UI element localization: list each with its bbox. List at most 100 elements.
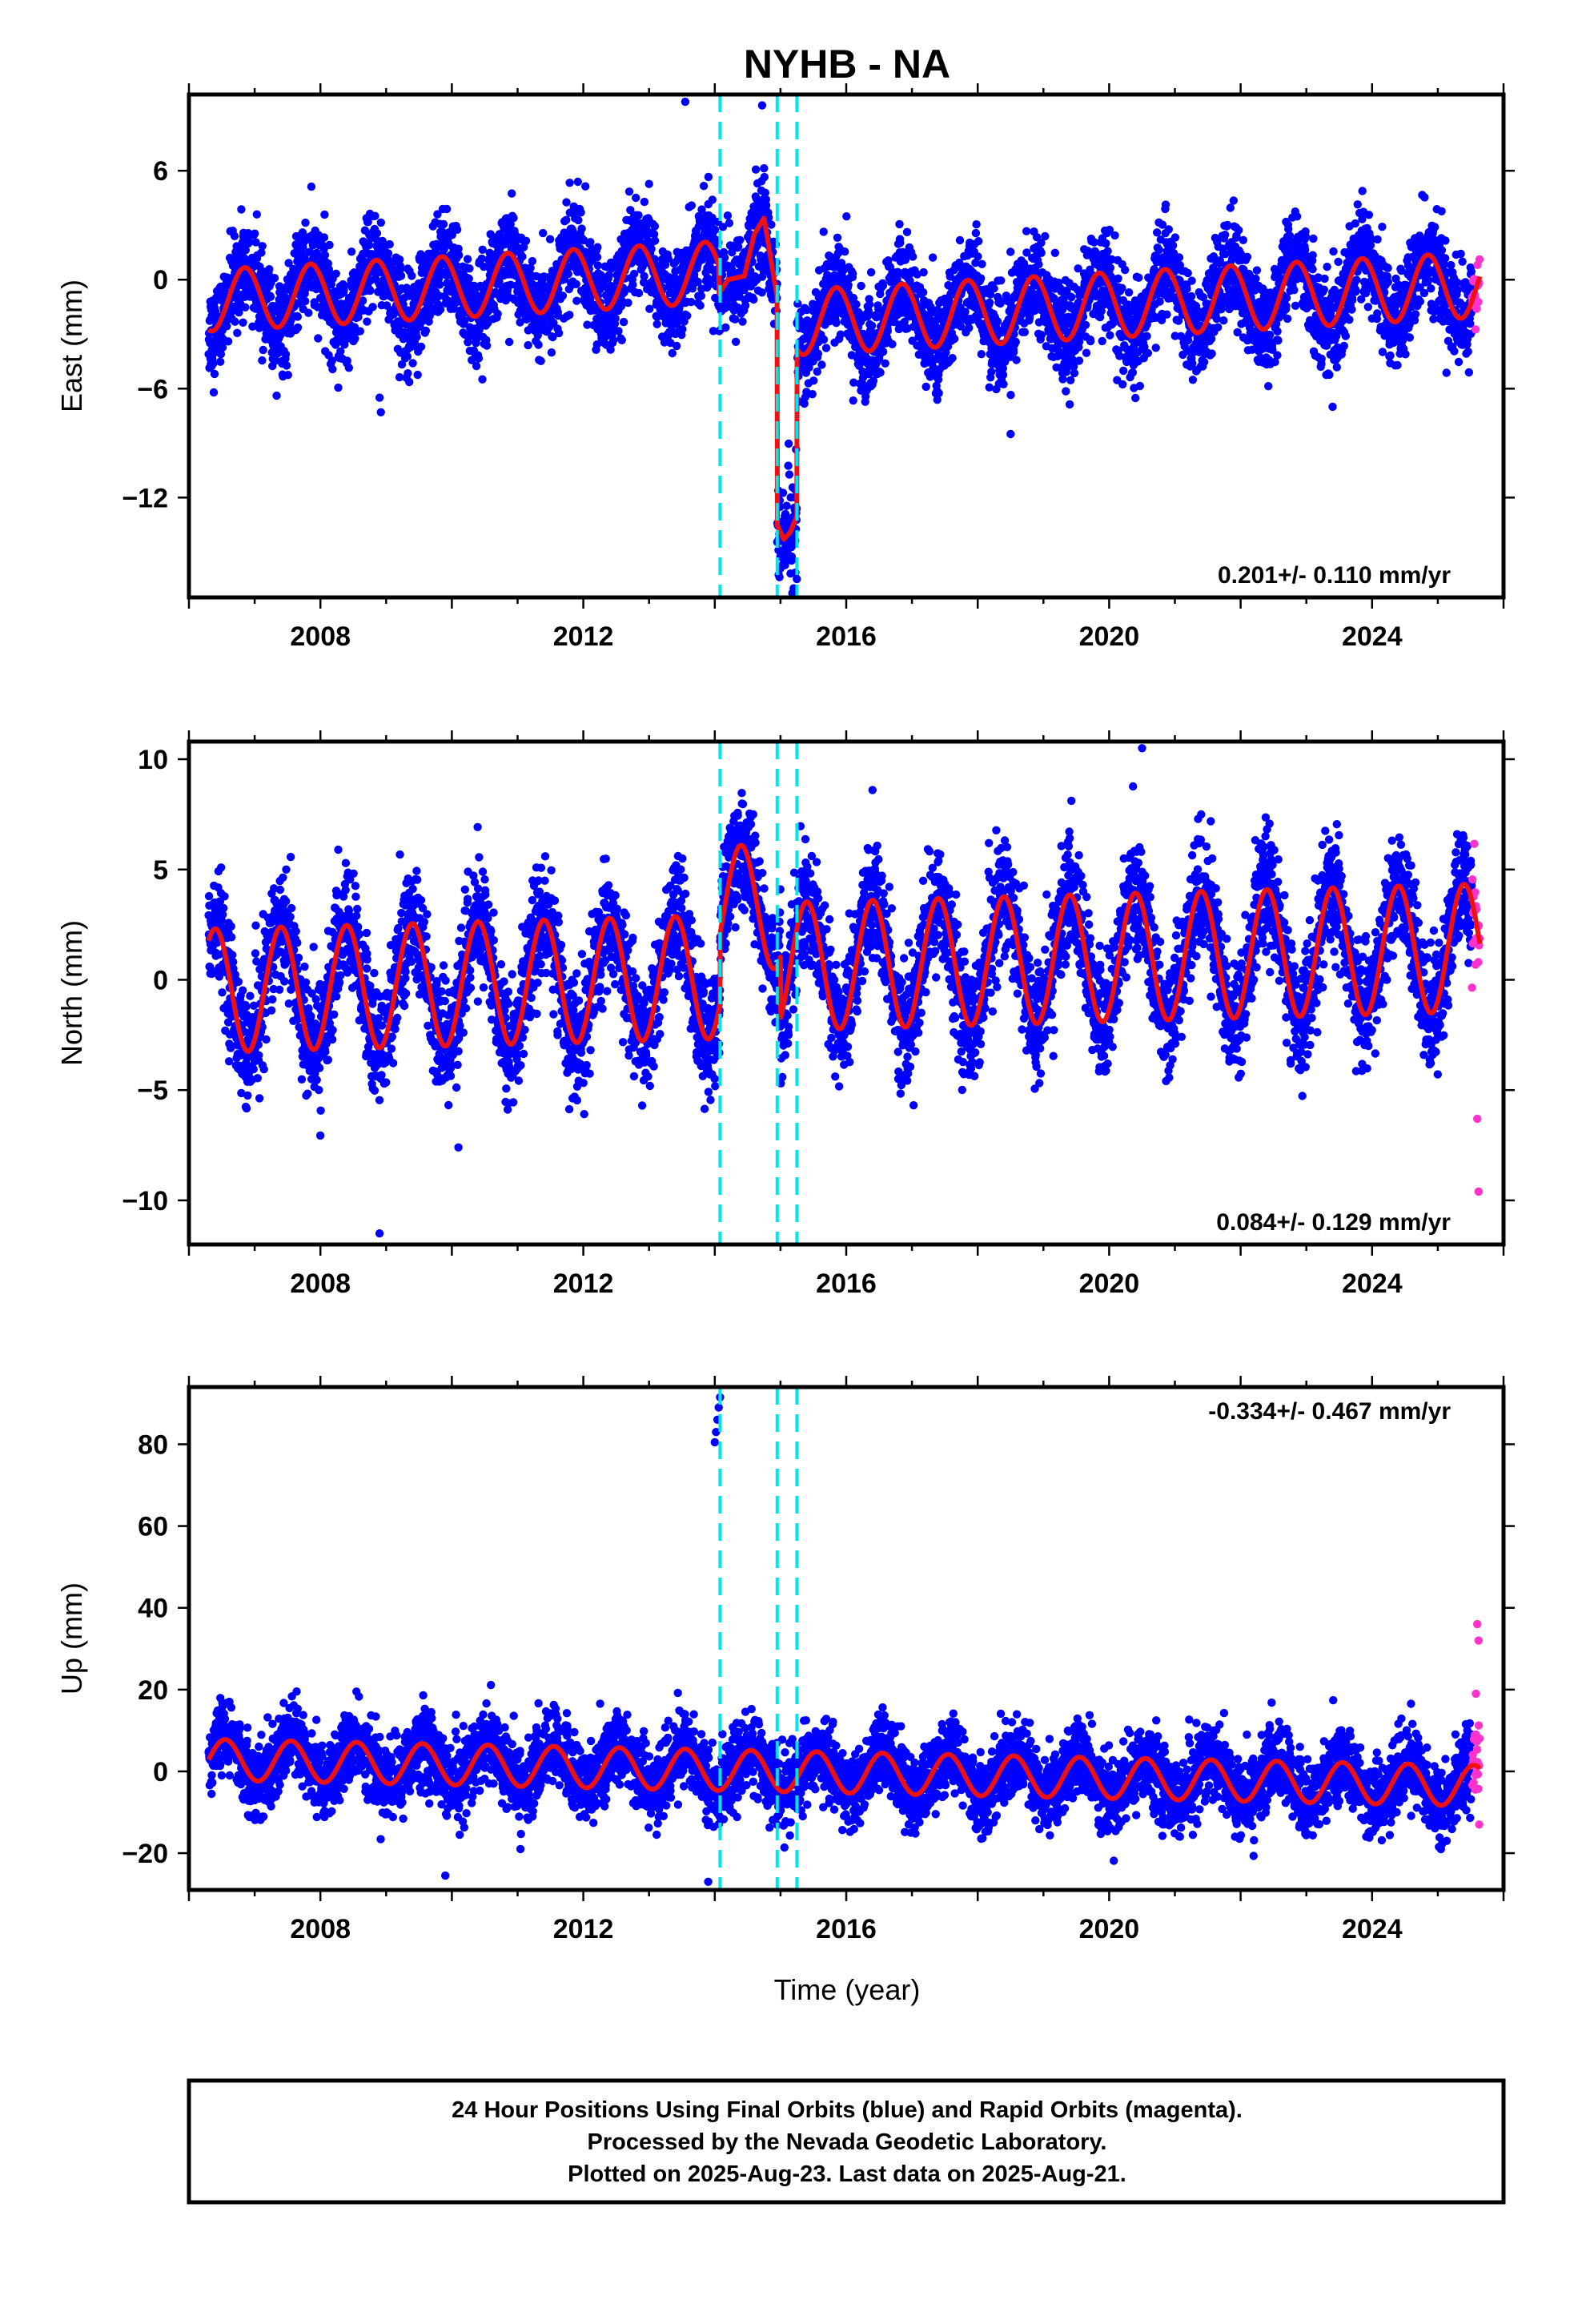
final-point	[405, 377, 414, 387]
final-point	[760, 172, 769, 182]
final-point	[404, 369, 412, 378]
final-point	[761, 201, 771, 210]
final-point	[629, 269, 639, 279]
final-point	[1037, 331, 1046, 340]
final-point	[787, 552, 797, 561]
final-point	[271, 356, 280, 365]
final-point	[902, 227, 912, 236]
final-point	[1082, 348, 1091, 357]
final-point	[813, 349, 822, 358]
final-point	[482, 341, 492, 350]
final-point	[784, 439, 793, 448]
final-point	[1162, 310, 1171, 319]
final-point	[1134, 273, 1143, 282]
final-point	[314, 334, 323, 343]
final-point	[239, 318, 247, 327]
final-point	[1065, 400, 1074, 409]
final-point	[396, 255, 404, 264]
final-point	[257, 248, 266, 257]
final-point	[283, 371, 292, 380]
final-point	[545, 235, 555, 243]
final-point	[363, 317, 371, 326]
final-point	[1264, 382, 1273, 391]
final-point	[1009, 348, 1018, 356]
final-point	[592, 252, 602, 262]
final-point	[293, 312, 302, 321]
final-point	[972, 220, 981, 229]
final-point	[258, 356, 267, 365]
final-point	[817, 360, 826, 369]
final-point	[281, 350, 291, 359]
final-point	[576, 208, 585, 217]
final-point	[397, 360, 407, 369]
final-point	[1131, 393, 1140, 403]
final-point	[301, 296, 310, 306]
final-point	[819, 227, 828, 236]
final-point	[1067, 292, 1076, 302]
final-point	[993, 317, 1002, 326]
final-point	[614, 327, 623, 336]
final-point	[586, 238, 595, 247]
final-point	[1151, 344, 1160, 352]
final-point	[463, 255, 472, 263]
final-point	[955, 235, 965, 245]
final-point	[1106, 331, 1114, 340]
final-point	[978, 259, 986, 268]
final-point	[325, 240, 334, 250]
final-point	[270, 274, 279, 283]
final-point	[997, 276, 1006, 285]
final-point	[208, 350, 217, 359]
final-point	[785, 470, 794, 479]
final-point	[782, 501, 791, 510]
final-point	[617, 336, 626, 344]
final-point	[1182, 284, 1191, 293]
final-point	[218, 343, 227, 352]
final-point	[319, 233, 329, 242]
final-point	[304, 308, 313, 317]
final-point	[1081, 320, 1090, 329]
final-point	[237, 205, 246, 214]
final-point	[881, 359, 889, 368]
final-point	[307, 182, 316, 191]
final-point	[1174, 253, 1184, 262]
final-point	[581, 182, 590, 191]
final-point	[421, 326, 431, 336]
final-point	[376, 218, 385, 227]
final-point	[536, 356, 545, 365]
final-point	[833, 233, 842, 242]
final-point	[534, 340, 543, 349]
final-point	[572, 279, 580, 288]
final-point	[528, 256, 537, 266]
final-point	[396, 271, 406, 280]
final-point	[1058, 375, 1067, 384]
final-point	[320, 251, 330, 259]
final-point	[710, 225, 720, 235]
final-point	[464, 274, 473, 283]
final-point	[842, 212, 851, 221]
final-point	[948, 354, 957, 363]
final-point	[965, 324, 974, 332]
final-point	[852, 300, 861, 309]
final-point	[339, 281, 349, 290]
final-point	[439, 219, 448, 229]
final-point	[251, 238, 260, 247]
final-point	[366, 286, 375, 296]
final-point	[760, 164, 769, 173]
final-point	[301, 218, 310, 227]
final-point	[1103, 247, 1112, 255]
final-point	[1143, 348, 1153, 358]
final-point	[668, 348, 677, 358]
final-point	[416, 342, 426, 352]
final-point	[351, 334, 359, 343]
final-point	[699, 182, 709, 191]
final-point	[634, 288, 644, 298]
final-point	[876, 368, 885, 377]
final-point	[934, 388, 943, 398]
final-point	[704, 172, 713, 182]
final-point	[364, 240, 374, 250]
final-point	[974, 237, 983, 246]
final-point	[730, 315, 740, 324]
final-point	[241, 246, 250, 255]
final-point	[687, 201, 696, 210]
chart-title: NYHB - NA	[744, 42, 950, 86]
